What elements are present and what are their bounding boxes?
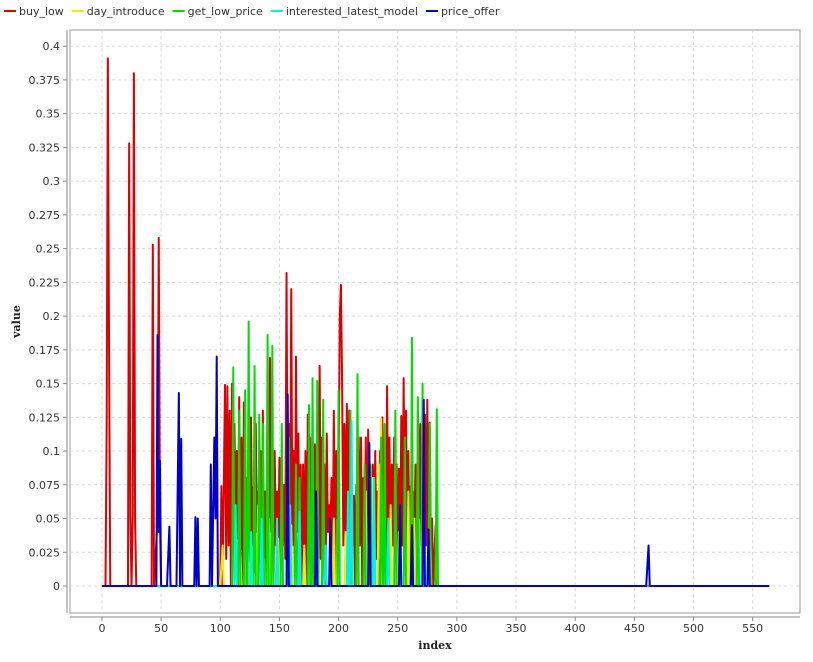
y-tick-label: 0.275 xyxy=(29,209,61,222)
y-tick-label: 0.2 xyxy=(43,310,61,323)
y-tick-label: 0.05 xyxy=(36,513,61,526)
x-tick-label: 150 xyxy=(269,622,290,635)
y-tick-label: 0.4 xyxy=(43,40,61,53)
y-tick-label: 0.35 xyxy=(36,108,61,121)
x-tick-label: 550 xyxy=(742,622,763,635)
axes: 0 50 100 150 200 250 300 350 400 450 500 550 0 0.025 0… xyxy=(29,30,800,635)
x-tick-label: 200 xyxy=(328,622,349,635)
y-tick-label: 0.375 xyxy=(29,74,61,87)
series-line-price-offer xyxy=(101,334,770,588)
legend: buy_low day_introduce get_low_price interes… xyxy=(4,5,500,18)
x-tick-label: 300 xyxy=(446,622,467,635)
y-tick-label: 0.325 xyxy=(29,141,61,154)
y-tick-label: 0 xyxy=(53,580,60,593)
x-tick-label: 0 xyxy=(98,622,105,635)
x-tick-label: 500 xyxy=(683,622,704,635)
x-tick-label: 350 xyxy=(506,622,527,635)
y-axis-title: value xyxy=(10,305,23,339)
x-tick-label: 450 xyxy=(624,622,645,635)
y-tick-label: 0.125 xyxy=(29,411,61,424)
plot-area xyxy=(69,29,801,614)
legend-label-price-offer: price_offer xyxy=(441,5,500,18)
y-tick-label: 0.3 xyxy=(43,175,61,188)
series-layer xyxy=(101,57,770,588)
y-tick-label: 0.075 xyxy=(29,479,61,492)
y-tick-label: 0.25 xyxy=(36,243,61,256)
legend-label-interested-latest-model: interested_latest_model xyxy=(286,5,418,18)
x-tick-label: 400 xyxy=(565,622,586,635)
y-tick-label: 0.225 xyxy=(29,276,61,289)
x-tick-label: 50 xyxy=(154,622,168,635)
y-tick-label: 0.025 xyxy=(29,546,61,559)
y-tick-label: 0.1 xyxy=(43,445,61,458)
legend-label-day-introduce: day_introduce xyxy=(87,5,165,18)
x-axis-title: index xyxy=(418,639,452,652)
legend-label-buy-low: buy_low xyxy=(19,5,64,18)
legend-label-get-low-price: get_low_price xyxy=(188,5,263,18)
y-tick-label: 0.15 xyxy=(36,378,61,391)
x-tick-label: 100 xyxy=(210,622,231,635)
x-tick-label: 250 xyxy=(387,622,408,635)
y-tick-label: 0.175 xyxy=(29,344,61,357)
